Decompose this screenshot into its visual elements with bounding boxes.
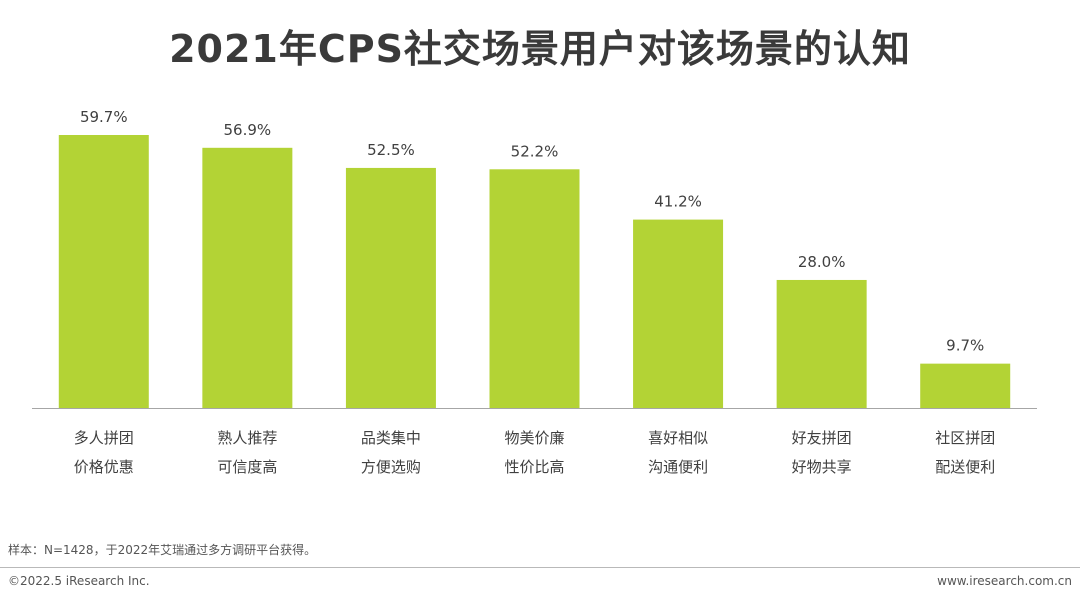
category-label: 沟通便利 bbox=[648, 458, 708, 476]
bar bbox=[58, 135, 149, 408]
bar bbox=[345, 167, 436, 408]
category-label: 好友拼团 bbox=[792, 429, 852, 447]
bar bbox=[633, 219, 724, 408]
category-label: 好物共享 bbox=[792, 458, 852, 476]
website-link[interactable]: www.iresearch.com.cn bbox=[937, 574, 1072, 588]
data-label: 9.7% bbox=[946, 337, 984, 355]
category-label: 性价比高 bbox=[504, 458, 564, 476]
bar bbox=[920, 363, 1011, 408]
category-label: 配送便利 bbox=[935, 458, 995, 476]
category-label: 方便选购 bbox=[361, 458, 421, 476]
category-label: 物美价廉 bbox=[504, 429, 564, 447]
data-label: 52.2% bbox=[511, 142, 559, 160]
sample-note: 样本：N=1428，于2022年艾瑞通过多方调研平台获得。 bbox=[8, 543, 317, 557]
category-label: 多人拼团 bbox=[74, 429, 134, 447]
data-label: 56.9% bbox=[224, 121, 272, 139]
category-label: 社区拼团 bbox=[935, 429, 995, 447]
bar bbox=[489, 169, 580, 408]
category-label: 价格优惠 bbox=[74, 458, 134, 476]
category-label: 品类集中 bbox=[361, 429, 421, 447]
data-label: 59.7% bbox=[80, 108, 128, 126]
copyright-text: ©2022.5 iResearch Inc. bbox=[8, 574, 150, 588]
data-label: 52.5% bbox=[367, 141, 415, 159]
footer-divider bbox=[0, 567, 1080, 568]
bar bbox=[202, 147, 293, 408]
category-label: 可信度高 bbox=[217, 458, 277, 476]
data-label: 41.2% bbox=[654, 193, 702, 211]
bar bbox=[776, 279, 867, 408]
category-label: 喜好相似 bbox=[648, 429, 708, 447]
data-label: 28.0% bbox=[798, 253, 846, 271]
chart-title: 2021年CPS社交场景用户对该场景的认知 bbox=[169, 27, 911, 71]
category-label: 熟人推荐 bbox=[217, 429, 277, 447]
